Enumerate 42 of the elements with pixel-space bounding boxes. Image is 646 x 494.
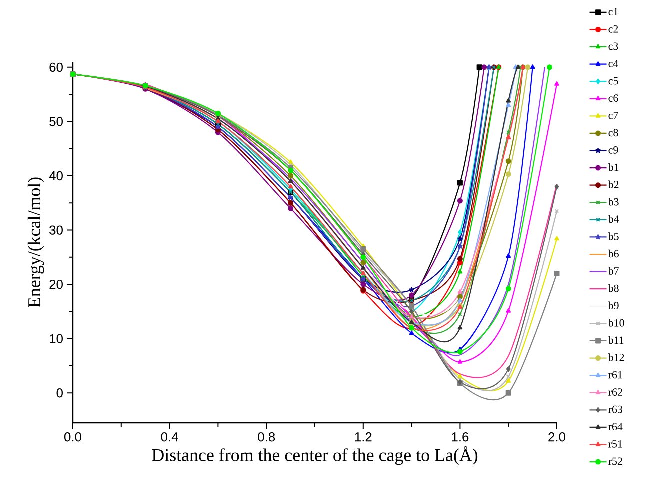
y-tick-label: 0 [56, 388, 63, 398]
legend-label: b11 [608, 336, 624, 344]
legend-label: b2 [608, 180, 619, 188]
legend-label: c5 [608, 77, 618, 85]
legend-label: b1 [608, 163, 619, 172]
x-axis-title: Distance from the center of the cage to La(Å) [152, 446, 478, 466]
y-tick-label: 40 [49, 171, 63, 181]
y-axis-title: Energy/(kcal/mol) [28, 178, 44, 308]
legend-label: b4 [608, 215, 620, 224]
legend-label: b6 [608, 250, 619, 258]
legend-label: c9 [608, 146, 618, 154]
legend-label: b9 [608, 302, 619, 310]
x-tick-label: 1.2 [355, 432, 372, 442]
y-tick-label: 30 [50, 226, 63, 235]
x-tick-label: 0.0 [64, 432, 82, 442]
legend-label: b8 [608, 284, 619, 292]
x-tick-label: 1.6 [452, 432, 469, 442]
x-tick-label: 0.4 [161, 432, 178, 442]
legend-label: b10 [608, 319, 624, 327]
legend-label: r51 [608, 440, 622, 448]
legend-label: b5 [608, 232, 619, 240]
legend-label: r62 [608, 388, 622, 396]
legend-label: c4 [608, 60, 619, 68]
y-tick-label: 10 [50, 334, 63, 344]
legend-label: b3 [608, 198, 619, 206]
legend-label: r64 [608, 423, 623, 431]
legend-label: c6 [608, 94, 618, 102]
y-tick-label: 50 [50, 117, 63, 126]
legend-label: r52 [608, 458, 622, 466]
legend-label: b7 [608, 267, 619, 275]
x-tick-label: 2.0 [548, 432, 566, 442]
legend-label: r61 [608, 371, 622, 379]
legend-label: c2 [608, 25, 618, 33]
legend-label: c8 [608, 129, 618, 137]
legend-label: b12 [608, 354, 624, 362]
legend-label: c3 [608, 42, 618, 50]
y-tick-label: 20 [50, 280, 63, 290]
x-tick-label: 0.8 [258, 432, 276, 442]
y-tick-label: 60 [50, 62, 63, 72]
legend-label: c7 [608, 112, 618, 120]
legend-label: c1 [608, 8, 618, 16]
legend-label: r63 [608, 406, 623, 414]
